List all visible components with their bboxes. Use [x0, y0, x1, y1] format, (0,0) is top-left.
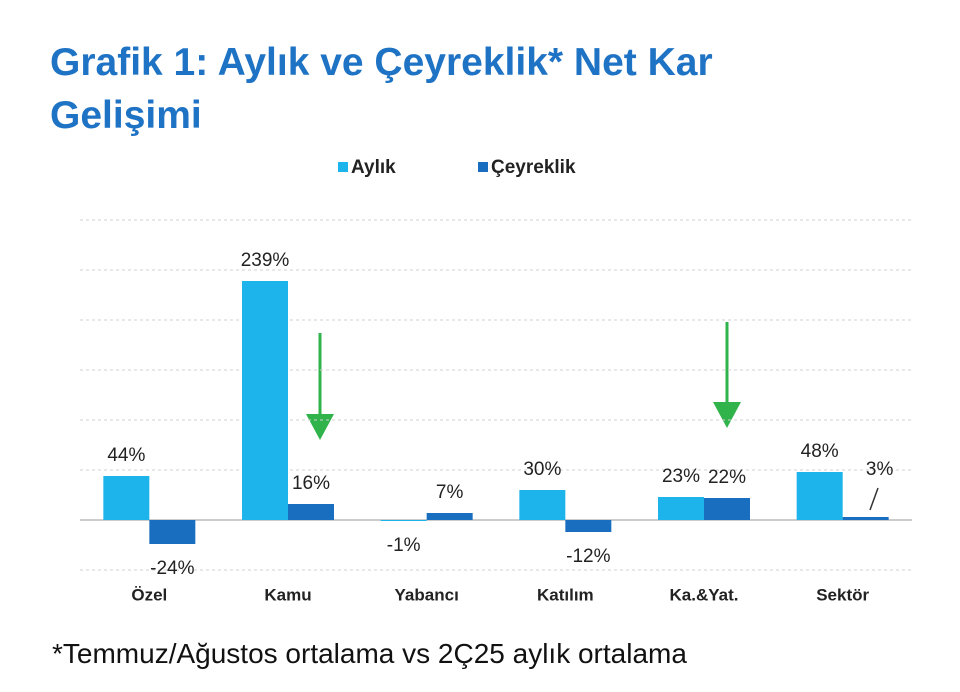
x-tick-label: Özel — [131, 585, 167, 604]
x-tick-label: Sektör — [816, 585, 869, 604]
leader-line — [869, 487, 879, 511]
value-label: -12% — [566, 546, 610, 567]
bar — [426, 513, 473, 520]
value-label: -1% — [387, 535, 421, 556]
bar — [565, 520, 612, 532]
value-label: 239% — [241, 250, 290, 271]
value-label: 22% — [708, 467, 746, 488]
value-label: -24% — [150, 558, 194, 579]
bar — [103, 476, 150, 520]
chart-title: Grafik 1: Aylık ve Çeyreklik* Net Kar Ge… — [50, 41, 713, 137]
bar — [796, 472, 843, 520]
bar — [842, 517, 889, 520]
x-tick-label: Ka.&Yat. — [670, 585, 739, 604]
x-tick-label: Kamu — [264, 585, 311, 604]
legend-label: Aylık — [351, 157, 396, 178]
footnote: *Temmuz/Ağustos ortalama vs 2Ç25 aylık o… — [52, 638, 687, 669]
bar — [704, 498, 750, 520]
bar — [380, 520, 427, 521]
value-label: 23% — [662, 466, 700, 487]
bar — [519, 490, 566, 520]
legend-swatch — [338, 162, 348, 172]
value-label: 44% — [107, 445, 145, 466]
bar — [242, 281, 288, 520]
legend-swatch — [478, 162, 488, 172]
value-label: 7% — [436, 482, 464, 503]
bar — [658, 497, 704, 520]
chart: Aylık Çeyreklik Özel 44% -24% Kamu 239% 16% Yaba… — [80, 157, 912, 604]
x-tick-label: Katılım — [537, 585, 594, 604]
bar — [149, 520, 196, 544]
value-label: 48% — [801, 441, 839, 462]
arrow — [306, 322, 741, 440]
x-tick-label: Yabancı — [395, 585, 459, 604]
value-label: 16% — [292, 473, 330, 494]
value-label: 30% — [523, 459, 561, 480]
value-label: 3% — [866, 459, 894, 480]
bar — [288, 504, 334, 520]
legend-label: Çeyreklik — [491, 157, 576, 178]
